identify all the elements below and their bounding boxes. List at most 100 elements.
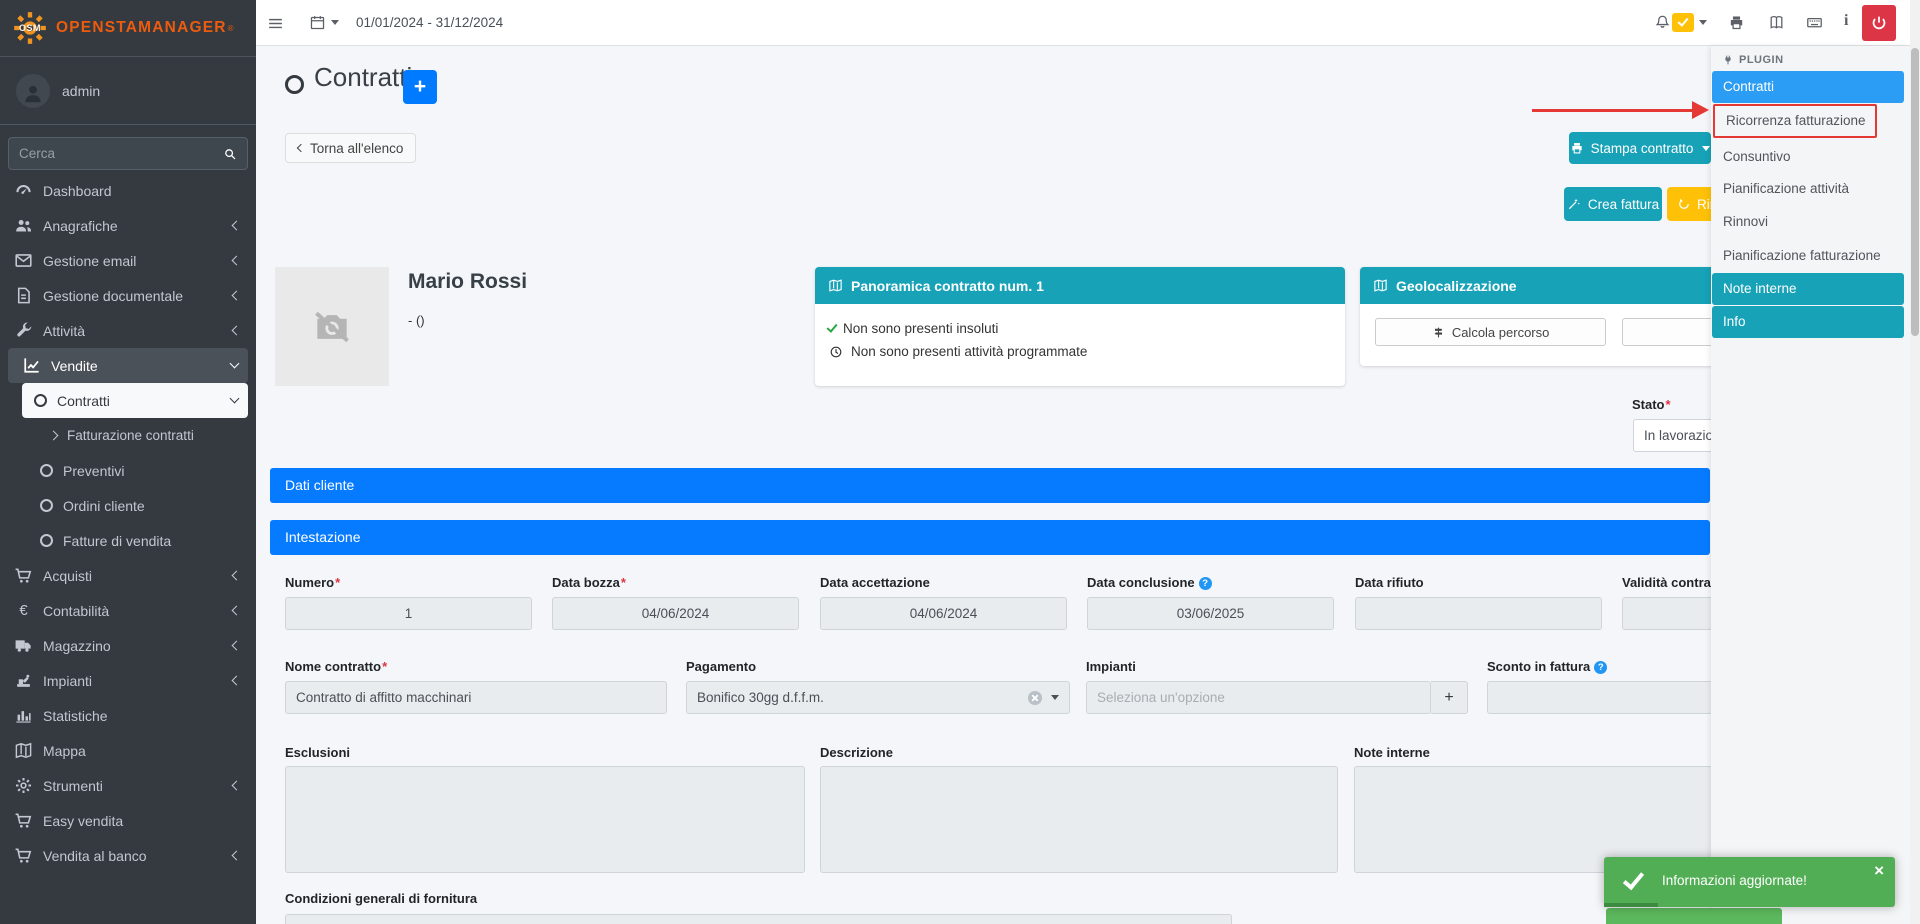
sidebar-item-contratti[interactable]: Contratti — [22, 383, 248, 418]
sidebar-item-easy-vendita[interactable]: Easy vendita — [0, 803, 256, 838]
add-record-button[interactable]: + — [403, 70, 437, 104]
plugin-item-consuntivo[interactable]: Consuntivo — [1723, 149, 1791, 164]
sidebar-item-vendite[interactable]: Vendite — [8, 348, 248, 383]
esclusioni-textarea[interactable] — [285, 766, 805, 873]
plugin-item-info[interactable]: Info — [1712, 306, 1904, 338]
data-rifiuto-label: Data rifiuto — [1355, 575, 1424, 590]
nome-contratto-input[interactable] — [285, 681, 667, 714]
check-icon — [826, 320, 838, 333]
caret-down-icon — [1699, 20, 1707, 25]
condizioni-input[interactable] — [285, 914, 1232, 924]
clear-icon[interactable] — [1028, 690, 1042, 705]
chevron-left-icon — [231, 570, 242, 581]
page-scrollbar[interactable] — [1910, 0, 1920, 924]
topbar: 01/01/2024 - 31/12/2024 i — [256, 0, 1920, 46]
plugin-item-note-interne[interactable]: Note interne — [1712, 273, 1904, 305]
plug-icon — [1722, 54, 1734, 66]
impianti-label: Impianti — [1086, 659, 1136, 674]
sidebar-search — [8, 137, 248, 170]
descrizione-textarea[interactable] — [820, 766, 1338, 873]
check-icon — [1677, 15, 1689, 27]
page-title: Contratti — [314, 62, 413, 92]
sidebar-item-contabilita[interactable]: € Contabilità — [0, 593, 256, 628]
impianti-select[interactable]: Seleziona un'opzione — [1086, 681, 1431, 714]
scrollbar-thumb[interactable] — [1911, 48, 1919, 336]
caret-down-icon — [331, 20, 339, 25]
help-icon[interactable]: ? — [1594, 661, 1608, 674]
machine-icon — [14, 671, 33, 690]
toast-message: Informazioni aggiornate! — [1662, 873, 1807, 888]
docs-button[interactable] — [1768, 14, 1785, 31]
plugin-panel: PLUGIN Contratti Ricorrenza fatturazione… — [1711, 46, 1910, 924]
create-invoice-button[interactable]: Crea fattura — [1564, 187, 1662, 221]
pagamento-label: Pagamento — [686, 659, 757, 674]
data-rifiuto-input[interactable] — [1355, 597, 1602, 630]
sidebar-toggle-button[interactable] — [267, 15, 284, 32]
calculate-route-button[interactable]: Calcola percorso — [1375, 318, 1607, 346]
sidebar-item-magazzino[interactable]: Magazzino — [0, 628, 256, 663]
sidebar-item-ordini-cliente[interactable]: Ordini cliente — [0, 488, 256, 523]
search-button[interactable] — [212, 137, 248, 170]
data-conclusione-input[interactable] — [1087, 597, 1334, 630]
pagamento-select[interactable]: Bonifico 30gg d.f.f.m. — [686, 681, 1070, 714]
sidebar-item-acquisti[interactable]: Acquisti — [0, 558, 256, 593]
add-impianto-button[interactable]: + — [1431, 681, 1468, 714]
gear-icon — [14, 776, 33, 795]
sidebar-item-gestione-documentale[interactable]: Gestione documentale — [0, 278, 256, 313]
data-accettazione-input[interactable] — [820, 597, 1067, 630]
caret-down-icon — [1702, 145, 1711, 151]
chevron-left-icon — [231, 675, 242, 686]
info-button[interactable]: i — [1844, 12, 1849, 29]
sconto-input[interactable] — [1487, 681, 1720, 714]
close-icon[interactable]: × — [1874, 861, 1884, 880]
numero-label: Numero* — [285, 575, 341, 590]
sidebar-item-fatture-di-vendita[interactable]: Fatture di vendita — [0, 523, 256, 558]
note-interne-label: Note interne — [1354, 745, 1430, 760]
numero-input[interactable] — [285, 597, 532, 630]
plugin-item-pianificazione-attivita[interactable]: Pianificazione attività — [1723, 181, 1850, 196]
plugin-item-rinnovi[interactable]: Rinnovi — [1723, 214, 1769, 229]
sidebar-item-gestione-email[interactable]: Gestione email — [0, 243, 256, 278]
tasks-caret[interactable] — [1699, 20, 1707, 25]
plugin-item-ricorrenza-fatturazione[interactable]: Ricorrenza fatturazione — [1713, 104, 1877, 138]
overview-no-activities: Non sono presenti attività programmate — [829, 340, 1331, 363]
section-intestazione[interactable]: Intestazione — [270, 520, 1710, 555]
sidebar-item-dashboard[interactable]: Dashboard — [0, 173, 256, 208]
sidebar-item-preventivi[interactable]: Preventivi — [0, 453, 256, 488]
chevron-left-icon — [231, 325, 242, 336]
keyboard-icon — [1806, 14, 1823, 31]
date-range[interactable]: 01/01/2024 - 31/12/2024 — [356, 15, 504, 30]
section-dati-cliente[interactable]: Dati cliente — [270, 468, 1710, 503]
sidebar-item-fatturazione-contratti[interactable]: Fatturazione contratti — [0, 418, 256, 453]
help-icon[interactable]: ? — [1198, 577, 1212, 590]
sidebar-item-impianti[interactable]: Impianti — [0, 663, 256, 698]
shortcuts-button[interactable] — [1806, 14, 1823, 31]
notifications-button[interactable] — [1654, 14, 1671, 31]
envelope-icon — [14, 251, 33, 270]
sidebar-item-vendita-al-banco[interactable]: Vendita al banco — [0, 838, 256, 873]
map-icon — [14, 741, 33, 760]
sidebar-item-anagrafiche[interactable]: Anagrafiche — [0, 208, 256, 243]
note-interne-textarea[interactable] — [1354, 766, 1720, 873]
plugin-item-contratti[interactable]: Contratti — [1712, 71, 1904, 103]
data-bozza-input[interactable] — [552, 597, 799, 630]
brand-logo-icon: OSM — [10, 8, 50, 48]
print-button[interactable] — [1728, 14, 1745, 31]
sidebar-item-attivita[interactable]: Attività — [0, 313, 256, 348]
brand-name: OpenSTAManager — [56, 19, 227, 36]
sidebar-item-strumenti[interactable]: Strumenti — [0, 768, 256, 803]
back-to-list-button[interactable]: Torna all'elenco — [285, 133, 417, 163]
print-contract-button[interactable]: Stampa contratto — [1569, 132, 1711, 164]
tasks-button[interactable] — [1672, 13, 1694, 32]
brand[interactable]: OSM OpenSTAManager ® — [0, 0, 256, 57]
logout-button[interactable] — [1862, 5, 1896, 41]
sidebar-item-statistiche[interactable]: Statistiche — [0, 698, 256, 733]
sidebar-item-mappa[interactable]: Mappa — [0, 733, 256, 768]
search-input[interactable] — [8, 137, 212, 170]
plugin-item-pianificazione-fatturazione[interactable]: Pianificazione fatturazione — [1723, 248, 1881, 263]
plugin-panel-header: PLUGIN — [1722, 54, 1784, 66]
period-picker-button[interactable] — [309, 14, 339, 31]
username[interactable]: admin — [62, 82, 101, 99]
toast-success[interactable]: Informazioni aggiornate! × — [1604, 857, 1895, 907]
contract-overview-panel: Panoramica contratto num. 1 Non sono pre… — [815, 267, 1345, 386]
